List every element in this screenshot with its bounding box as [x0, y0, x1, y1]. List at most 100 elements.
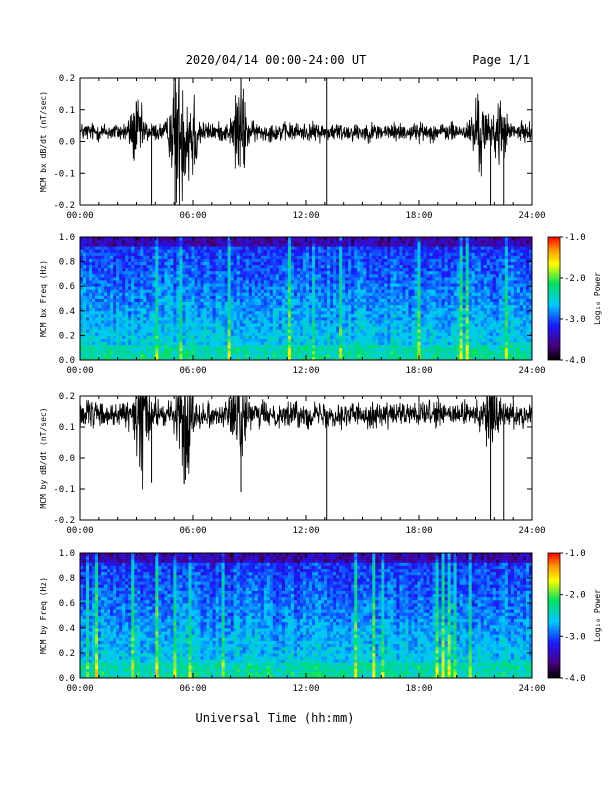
spectrogram-cell [248, 246, 253, 250]
spectrogram-cell [119, 335, 123, 339]
spectrogram-cell [98, 356, 102, 361]
spectrogram-cell [215, 304, 220, 309]
spectrogram-cell [224, 320, 229, 324]
spectrogram-cell [272, 347, 277, 352]
spectrogram-cell [423, 283, 427, 287]
spectrogram-cell [167, 286, 171, 290]
spectrogram-cell [80, 335, 84, 339]
spectrogram-cell [293, 270, 298, 275]
spectrogram-cell [351, 356, 355, 361]
spectrogram-cell [435, 307, 439, 312]
spectrogram-cell [122, 304, 126, 309]
spectrogram-cell [221, 292, 226, 296]
spectrogram-cell [212, 335, 216, 339]
spectrogram-cell [266, 329, 271, 333]
spectrogram-cell [101, 341, 105, 346]
spectrogram-cell [432, 295, 436, 299]
spectrogram-cell [185, 356, 189, 361]
spectrogram-cell [378, 356, 382, 361]
spectrogram-cell [146, 338, 150, 342]
spectrogram-cell [384, 295, 388, 299]
spectrogram-cell [426, 335, 430, 339]
spectrogram-cell [131, 246, 135, 250]
spectrogram-cell [330, 295, 334, 299]
spectrogram-cell [161, 356, 165, 361]
spectrogram-cell [336, 341, 340, 346]
spectrogram-cell [83, 347, 87, 352]
spectrogram-cell [236, 249, 241, 253]
spectrogram-cell [206, 258, 210, 262]
spectrogram-cell [426, 329, 430, 333]
spectrogram-cell [104, 283, 108, 287]
spectrogram-cell [417, 246, 421, 250]
spectrogram-cell [122, 264, 126, 269]
spectrogram-cell [89, 249, 93, 253]
spectrogram-cell [134, 341, 138, 346]
spectrogram-cell [306, 273, 310, 278]
spectrogram-cell [80, 289, 84, 293]
spectrogram-cell [390, 283, 394, 287]
spectrogram-cell [327, 344, 331, 349]
spectrogram-cell [342, 240, 346, 244]
spectrogram-cell [203, 276, 207, 281]
spectrogram-cell [83, 258, 87, 262]
spectrogram-cell [218, 249, 223, 253]
spectrogram-cell [296, 237, 301, 241]
spectrogram-cell [86, 344, 90, 349]
spectrogram-cell [432, 316, 436, 321]
spectrogram-cell [339, 295, 343, 299]
spectrogram-cell [327, 252, 331, 256]
spectrogram-cell [176, 286, 180, 290]
spectrogram-cell [390, 329, 394, 333]
spectrogram-cell [122, 338, 126, 342]
spectrogram-cell [447, 353, 452, 358]
spectrogram-cell [402, 270, 406, 275]
spectrogram-cell [95, 289, 99, 293]
spectrogram-cell [212, 307, 216, 312]
spectrogram-cell [287, 267, 292, 272]
spectrogram-cell [110, 258, 114, 262]
spectrogram-cell [260, 255, 265, 259]
spectrogram-cell [218, 313, 223, 318]
spectrogram-cell [128, 261, 132, 266]
spectrogram-cell [161, 313, 165, 318]
spectrogram-cell [107, 326, 111, 330]
spectrogram-cell [405, 292, 409, 296]
spectrogram-cell [122, 243, 126, 247]
spectrogram-cell [429, 335, 433, 339]
spectrogram-cell [191, 323, 195, 327]
spectrogram-cell [140, 341, 144, 346]
spectrogram-cell [420, 304, 424, 309]
spectrogram-cell [155, 310, 159, 315]
spectrogram-cell [393, 243, 397, 247]
spectrogram-cell [372, 240, 376, 244]
spectrogram-cell [336, 255, 340, 259]
spectrogram-cell [203, 249, 207, 253]
spectrogram-cell [296, 246, 301, 250]
spectrogram-cell [299, 289, 304, 293]
spectrogram-cell [224, 243, 229, 247]
spectrogram-cell [155, 258, 159, 262]
spectrogram-cell [354, 264, 358, 269]
spectrogram-cell [426, 353, 430, 358]
spectrogram-cell [309, 258, 313, 262]
spectrogram-cell [357, 276, 361, 281]
spectrogram-cell [411, 353, 415, 358]
spectrogram-cell [146, 261, 150, 266]
spectrogram-cell [293, 304, 298, 309]
spectrogram-cell [302, 320, 307, 324]
spectrogram-cell [95, 310, 99, 315]
spectrogram-cell [299, 304, 304, 309]
spectrogram-cell [227, 335, 232, 339]
spectrogram-cell [242, 237, 247, 241]
spectrogram-cell [170, 316, 174, 321]
spectrogram-cell [179, 280, 183, 284]
spectrogram-cell [206, 280, 210, 284]
spectrogram-cell [402, 295, 406, 299]
spectrogram-cell [179, 243, 183, 247]
spectrogram-cell [278, 295, 283, 299]
spectrogram-cell [197, 267, 201, 272]
spectrogram-cell [357, 292, 361, 296]
spectrogram-cell [197, 273, 201, 278]
spectrogram-cell [176, 270, 180, 275]
